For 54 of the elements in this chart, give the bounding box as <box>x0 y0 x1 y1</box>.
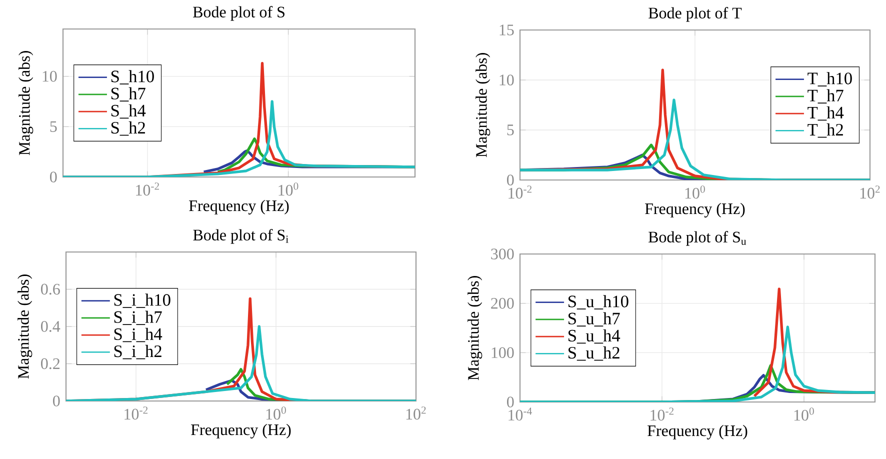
legend-label: T_h4 <box>808 106 844 121</box>
x-tick-label: 10$^{0}$ <box>266 406 286 420</box>
y-tick-label: 15 <box>500 24 514 36</box>
x-tick-label: 10$^{0}$ <box>278 182 298 196</box>
chart-title: Bode plot of S <box>193 6 284 21</box>
legend-label: S_i_h4 <box>114 328 162 342</box>
x-tick-label: 10$^{-2}$ <box>124 406 148 420</box>
chart-title: Bode plot of S$_{i}$ <box>193 229 288 244</box>
legend-label: S_i_h7 <box>114 310 162 325</box>
x-axis-title: Frequency (Hz) <box>648 424 748 440</box>
legend-label: S_h7 <box>111 87 146 102</box>
x-tick-label: 10$^{2}$ <box>860 186 880 199</box>
legend-label: T_h10 <box>808 72 852 86</box>
x-axis-title: Frequency (Hz) <box>645 202 745 218</box>
y-tick-label: 300 <box>491 248 514 260</box>
x-tick-label: 10$^{-2}$ <box>508 186 532 199</box>
y-axis-title: Magnitude (abs) <box>468 276 482 380</box>
legend-label: S_u_h2 <box>568 346 620 361</box>
y-tick-label: 5 <box>507 124 514 136</box>
x-axis-title: Frequency (Hz) <box>191 424 291 438</box>
legend-label: S_h10 <box>111 70 154 84</box>
y-tick-label: 0.4 <box>41 321 60 332</box>
y-tick-label: 0.6 <box>41 284 60 295</box>
x-tick-label: 10$^{0}$ <box>794 408 814 421</box>
legend-label: S_h2 <box>111 121 145 136</box>
legend-label: S_u_h4 <box>568 329 620 344</box>
y-tick-label: 200 <box>491 298 514 309</box>
y-tick-label: 10 <box>42 70 57 82</box>
chart-title: Bode plot of T <box>648 7 742 22</box>
chart-title: Bode plot of S$_{u}$ <box>648 231 746 246</box>
legend-label: S_i_h10 <box>114 294 170 308</box>
y-axis-title: Magnitude (abs) <box>476 53 490 158</box>
y-axis-title: Magnitude (abs) <box>18 51 34 156</box>
y-tick-label: 5 <box>50 121 57 132</box>
legend-label: S_h4 <box>111 104 146 119</box>
y-tick-label: 100 <box>492 347 514 358</box>
x-tick-label: 10$^{-2}$ <box>136 182 160 196</box>
y-tick-label: 0 <box>507 396 514 408</box>
x-tick-label: 10$^{2}$ <box>406 406 426 420</box>
y-tick-label: 0 <box>50 172 57 182</box>
y-axis-title: Magnitude (abs) <box>18 274 32 379</box>
legend-label: S_i_h2 <box>114 344 162 360</box>
y-tick-label: 10 <box>500 74 514 86</box>
x-tick-label: 10$^{-2}$ <box>650 408 674 421</box>
legend-label: T_h2 <box>808 123 843 138</box>
x-tick-label: 10$^{-4}$ <box>508 408 532 421</box>
x-axis-title: Frequency (Hz) <box>189 200 289 214</box>
y-tick-label: 0 <box>53 396 60 406</box>
y-tick-label: 0 <box>507 174 514 186</box>
x-tick-label: 10$^{0}$ <box>685 186 705 199</box>
legend-label: S_u_h10 <box>568 295 628 310</box>
legend-label: S_u_h7 <box>568 312 620 326</box>
y-tick-label: 0.2 <box>41 358 60 370</box>
legend-label: T_h7 <box>808 89 844 104</box>
